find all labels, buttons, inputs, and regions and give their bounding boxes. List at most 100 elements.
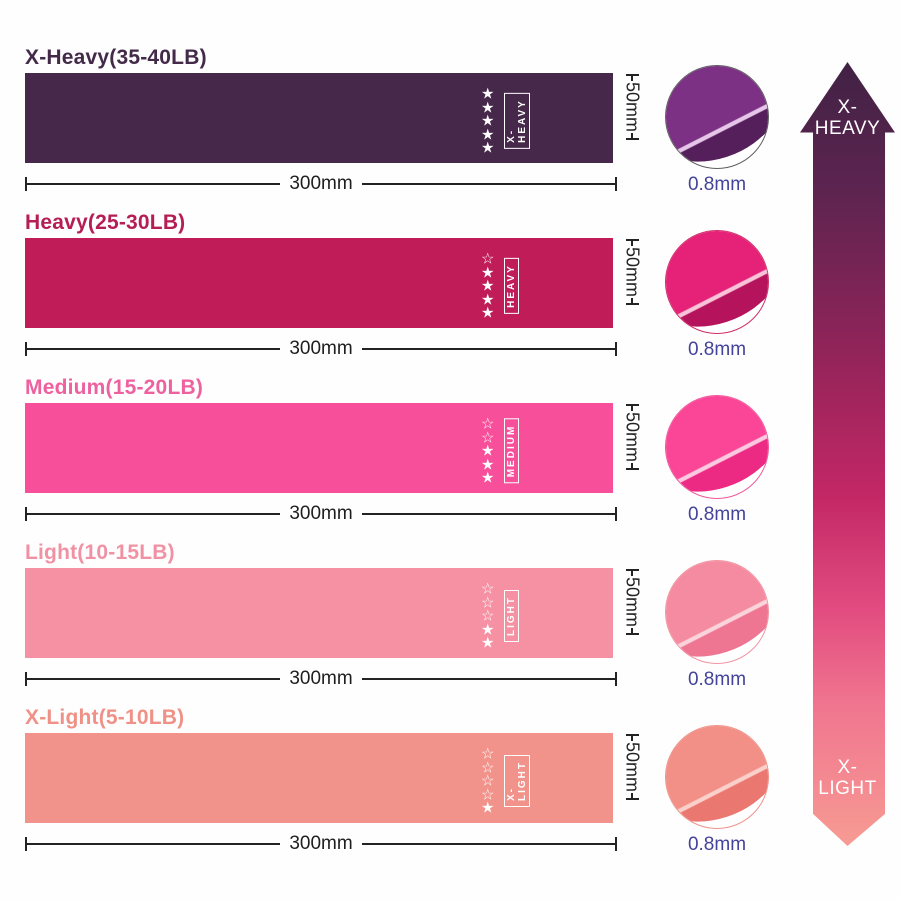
height-dimension: 50mm (622, 239, 643, 327)
folded-band-image (666, 396, 768, 498)
dimension-tick-top (625, 734, 639, 736)
star-rating-icon: ☆ ☆ ☆ ★ ★ (481, 580, 495, 652)
folded-band-image (666, 726, 768, 828)
height-dimension: 50mm (622, 74, 643, 162)
band-swatch: ☆ ☆ ☆ ★ ★ LIGHT (25, 568, 613, 658)
dimension-tick-right (615, 342, 618, 356)
band-title: Light(10-15LB) (25, 541, 175, 564)
star-rating-icon: ☆ ★ ★ ★ ★ (481, 250, 495, 322)
band-strength-label: X-LIGHT (504, 755, 530, 807)
dimension-line (361, 183, 616, 185)
band-row: Medium(15-20LB) ☆ ☆ ★ ★ ★ MEDIUM 300mm 5… (0, 376, 900, 541)
dimension-tick-right (615, 177, 618, 191)
dimension-stub (631, 736, 633, 741)
dimension-line (27, 183, 281, 185)
dimension-line (361, 843, 616, 845)
thickness-photo (665, 560, 769, 664)
dimension-stub (631, 571, 633, 576)
dimension-line (27, 843, 281, 845)
height-dimension-label: 50mm (622, 412, 643, 463)
band-strength-label: MEDIUM (504, 418, 519, 484)
band-swatch: ☆ ★ ★ ★ ★ HEAVY (25, 238, 613, 328)
dimension-tick-bottom (625, 303, 639, 306)
dimension-line (27, 348, 281, 350)
band-swatch: ☆ ☆ ★ ★ ★ MEDIUM (25, 403, 613, 493)
dimension-tick-top (625, 569, 639, 571)
band-row: Heavy(25-30LB) ☆ ★ ★ ★ ★ HEAVY 300mm 50m… (0, 211, 900, 376)
dimension-line (361, 513, 616, 515)
dimension-tick-top (625, 404, 639, 406)
folded-band-image (666, 231, 768, 333)
dimension-tick-left (25, 672, 27, 686)
band-swatch: ★ ★ ★ ★ ★ X-HEAVY (25, 73, 613, 163)
dimension-line (361, 348, 616, 350)
dimension-tick-bottom (625, 468, 639, 471)
height-dimension: 50mm (622, 404, 643, 492)
dimension-line (27, 678, 281, 680)
dimension-stub (631, 241, 633, 246)
thickness-photo (665, 395, 769, 499)
dimension-stub (631, 298, 633, 304)
width-dimension: 300mm (25, 503, 618, 524)
dimension-tick-top (625, 74, 639, 76)
band-title: X-Heavy(35-40LB) (25, 46, 207, 69)
height-dimension-label: 50mm (622, 247, 643, 298)
thickness-photo (665, 230, 769, 334)
strength-gradient-arrow (800, 62, 895, 846)
width-dimension-label: 300mm (289, 338, 353, 359)
thickness-photo (665, 65, 769, 169)
thickness-photo (665, 725, 769, 829)
dimension-tick-left (25, 342, 27, 356)
height-dimension: 50mm (622, 569, 643, 657)
width-dimension: 300mm (25, 833, 618, 854)
band-strength-label: X-HEAVY (504, 93, 530, 149)
dimension-line (361, 678, 616, 680)
band-title: Heavy(25-30LB) (25, 211, 186, 234)
height-dimension: 50mm (622, 734, 643, 822)
band-title: X-Light(5-10LB) (25, 706, 185, 729)
height-dimension-label: 50mm (622, 82, 643, 133)
star-rating-icon: ☆ ☆ ☆ ☆ ★ (481, 745, 495, 817)
dimension-tick-right (615, 672, 618, 686)
dimension-tick-left (25, 177, 27, 191)
dimension-stub (631, 463, 633, 469)
star-rating-icon: ★ ★ ★ ★ ★ (481, 85, 495, 157)
width-dimension: 300mm (25, 173, 618, 194)
band-strength-label: HEAVY (504, 258, 519, 314)
width-dimension-label: 300mm (289, 503, 353, 524)
band-strength-label: LIGHT (504, 590, 519, 642)
height-dimension-label: 50mm (622, 577, 643, 628)
band-row: X-Heavy(35-40LB) ★ ★ ★ ★ ★ X-HEAVY 300mm… (0, 46, 900, 211)
thickness-label: 0.8mm (687, 174, 747, 195)
arrow-top-label: X- HEAVY (814, 97, 881, 139)
dimension-tick-top (625, 239, 639, 241)
dimension-tick-left (25, 507, 27, 521)
width-dimension-label: 300mm (289, 668, 353, 689)
height-dimension-label: 50mm (622, 742, 643, 793)
dimension-stub (631, 793, 633, 799)
thickness-label: 0.8mm (687, 834, 747, 855)
dimension-stub (631, 133, 633, 139)
band-row: X-Light(5-10LB) ☆ ☆ ☆ ☆ ★ X-LIGHT 300mm … (0, 706, 900, 871)
folded-band-image (666, 561, 768, 663)
dimension-stub (631, 406, 633, 411)
width-dimension-label: 300mm (289, 833, 353, 854)
thickness-label: 0.8mm (687, 504, 747, 525)
band-title: Medium(15-20LB) (25, 376, 204, 399)
thickness-label: 0.8mm (687, 669, 747, 690)
band-row: Light(10-15LB) ☆ ☆ ☆ ★ ★ LIGHT 300mm 50m… (0, 541, 900, 706)
arrow-bottom-label: X- LIGHT (818, 757, 877, 799)
width-dimension: 300mm (25, 338, 618, 359)
dimension-stub (631, 76, 633, 81)
width-dimension-label: 300mm (289, 173, 353, 194)
dimension-tick-bottom (625, 633, 639, 636)
dimension-tick-bottom (625, 798, 639, 801)
dimension-tick-right (615, 837, 618, 851)
band-swatch: ☆ ☆ ☆ ☆ ★ X-LIGHT (25, 733, 613, 823)
dimension-line (27, 513, 281, 515)
dimension-tick-left (25, 837, 27, 851)
dimension-tick-right (615, 507, 618, 521)
folded-band-image (666, 66, 768, 168)
dimension-tick-bottom (625, 138, 639, 141)
